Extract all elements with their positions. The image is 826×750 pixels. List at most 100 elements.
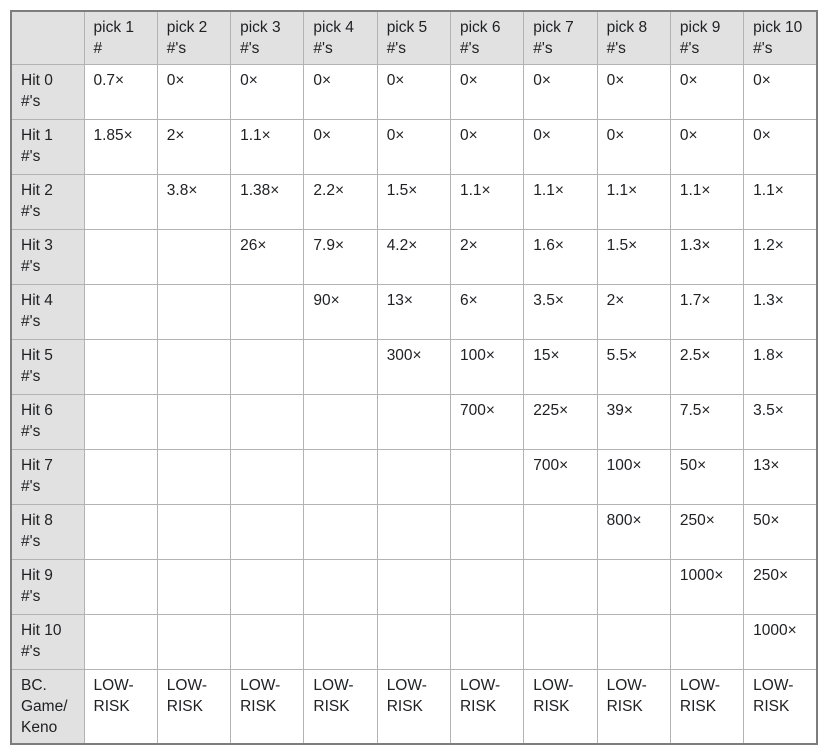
payout-cell (230, 339, 305, 395)
payout-cell: 7.9× (303, 229, 378, 285)
payout-cell: 250× (743, 559, 818, 615)
payout-cell (83, 504, 158, 560)
payout-cell: 90× (303, 284, 378, 340)
row-header: Hit 0 #'s (10, 64, 85, 120)
payout-cell (523, 559, 598, 615)
payout-cell: LOW- RISK (303, 669, 378, 745)
payout-cell: 3.5× (523, 284, 598, 340)
payout-cell (303, 504, 378, 560)
payout-cell: 0× (743, 64, 818, 120)
table-row: Hit 7 #'s 700× 100× 50× 13× (10, 449, 818, 505)
payout-cell: 0× (669, 119, 745, 175)
payout-cell: 15× (523, 339, 598, 395)
payout-cell: 7.5× (669, 394, 745, 450)
table-head: pick 1 # pick 2 #'s pick 3 #'s pick 4 #'s pi… (10, 10, 818, 65)
payout-cell: LOW- RISK (83, 669, 158, 745)
payout-cell: 1.1× (449, 174, 525, 230)
payout-cell (83, 559, 158, 615)
payout-cell (449, 559, 525, 615)
payout-cell (156, 394, 232, 450)
payout-cell (449, 614, 525, 670)
payout-cell: 1000× (669, 559, 745, 615)
row-header: Hit 9 #'s (10, 559, 85, 615)
column-header: pick 1 # (83, 10, 158, 65)
column-header: pick 9 #'s (669, 10, 745, 65)
column-header: pick 6 #'s (449, 10, 525, 65)
payout-cell: 0.7× (83, 64, 158, 120)
payout-cell (230, 284, 305, 340)
payout-cell (156, 284, 232, 340)
table-row: Hit 5 #'s 300× 100× 15× 5.5× 2.5× 1.8× (10, 339, 818, 395)
payout-cell (83, 614, 158, 670)
payout-cell: 0× (596, 119, 671, 175)
payout-cell: 3.8× (156, 174, 232, 230)
payout-cell (449, 449, 525, 505)
payout-cell (523, 614, 598, 670)
payout-cell: 1.1× (523, 174, 598, 230)
payout-cell: 1.1× (669, 174, 745, 230)
payout-cell: 225× (523, 394, 598, 450)
row-header: Hit 5 #'s (10, 339, 85, 395)
payout-cell: LOW- RISK (669, 669, 745, 745)
payout-cell: 0× (303, 119, 378, 175)
payout-cell: 1.2× (743, 229, 818, 285)
column-header: pick 4 #'s (303, 10, 378, 65)
payout-cell: LOW- RISK (376, 669, 451, 745)
payout-cell (376, 449, 451, 505)
row-header: Hit 3 #'s (10, 229, 85, 285)
payout-cell: 0× (523, 119, 598, 175)
row-header: Hit 1 #'s (10, 119, 85, 175)
table-row: BC. Game/ Keno LOW- RISK LOW- RISK LOW- RIS… (10, 669, 818, 745)
payout-cell (83, 394, 158, 450)
payout-cell: 300× (376, 339, 451, 395)
payout-cell: 3.5× (743, 394, 818, 450)
payout-cell: 0× (156, 64, 232, 120)
payout-cell (303, 559, 378, 615)
payout-cell (156, 559, 232, 615)
payout-cell: 6× (449, 284, 525, 340)
payout-cell: 0× (449, 119, 525, 175)
payout-cell: 1.3× (669, 229, 745, 285)
payout-cell: 39× (596, 394, 671, 450)
payout-cell (303, 614, 378, 670)
column-header: pick 2 #'s (156, 10, 232, 65)
payout-cell (449, 504, 525, 560)
payout-cell: LOW- RISK (449, 669, 525, 745)
payout-cell (376, 504, 451, 560)
payout-cell: 800× (596, 504, 671, 560)
keno-payout-table: pick 1 # pick 2 #'s pick 3 #'s pick 4 #'s pi… (10, 10, 818, 745)
table-row: Hit 3 #'s 26× 7.9× 4.2× 2× 1.6× 1.5× 1.3× 1.2× (10, 229, 818, 285)
header-row: pick 1 # pick 2 #'s pick 3 #'s pick 4 #'s pi… (10, 10, 818, 65)
row-header: Hit 8 #'s (10, 504, 85, 560)
table-row: Hit 4 #'s 90× 13× 6× 3.5× 2× 1.7× 1.3× (10, 284, 818, 340)
table-row: Hit 8 #'s 800× 250× 50× (10, 504, 818, 560)
column-header: pick 10 #'s (743, 10, 818, 65)
payout-cell: 1.5× (376, 174, 451, 230)
table-body: Hit 0 #'s 0.7× 0× 0× 0× 0× 0× 0× 0× 0× 0× Hit 1 #'s… (10, 64, 818, 745)
row-header: BC. Game/ Keno (10, 669, 85, 745)
payout-cell: 2× (449, 229, 525, 285)
row-header: Hit 7 #'s (10, 449, 85, 505)
table-row: Hit 0 #'s 0.7× 0× 0× 0× 0× 0× 0× 0× 0× 0× (10, 64, 818, 120)
payout-cell: 1.7× (669, 284, 745, 340)
payout-cell: 2× (156, 119, 232, 175)
payout-cell (230, 394, 305, 450)
payout-cell: 1.38× (230, 174, 305, 230)
column-header: pick 5 #'s (376, 10, 451, 65)
column-header: pick 8 #'s (596, 10, 671, 65)
row-header: Hit 6 #'s (10, 394, 85, 450)
payout-cell: 50× (669, 449, 745, 505)
payout-cell: 0× (376, 119, 451, 175)
payout-cell (230, 504, 305, 560)
table-row: Hit 9 #'s 1000× 250× (10, 559, 818, 615)
payout-cell: 250× (669, 504, 745, 560)
payout-cell (669, 614, 745, 670)
payout-cell: 1.1× (596, 174, 671, 230)
payout-cell: 0× (523, 64, 598, 120)
payout-cell (83, 449, 158, 505)
payout-cell: LOW- RISK (230, 669, 305, 745)
payout-cell: 0× (596, 64, 671, 120)
payout-cell: 26× (230, 229, 305, 285)
table-row: Hit 6 #'s 700× 225× 39× 7.5× 3.5× (10, 394, 818, 450)
corner-cell (10, 10, 85, 65)
